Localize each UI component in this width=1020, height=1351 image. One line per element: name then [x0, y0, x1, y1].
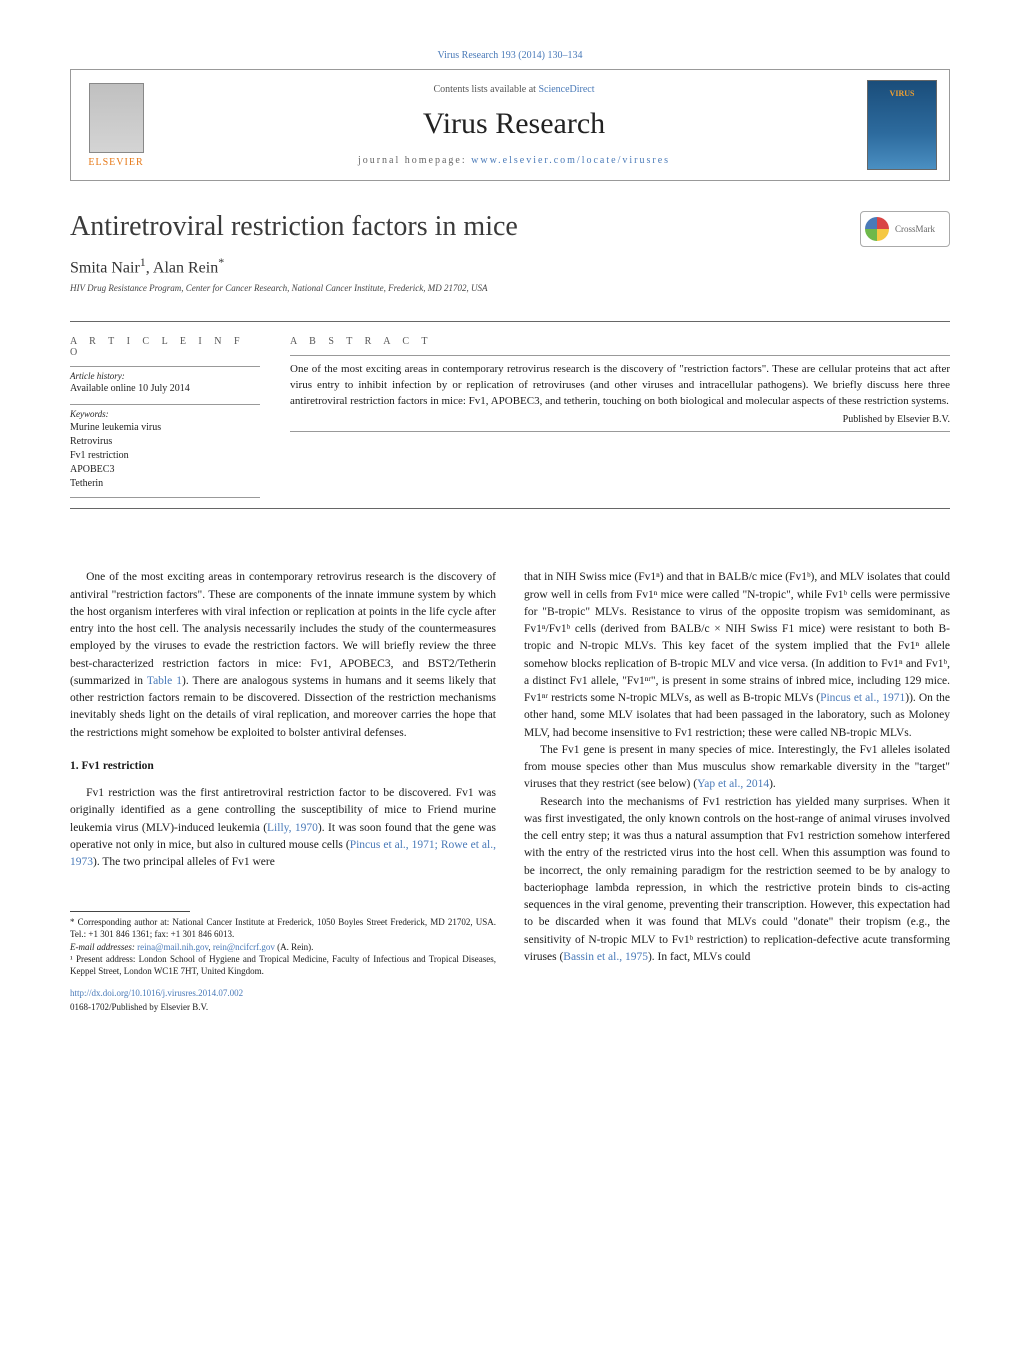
doi-link[interactable]: http://dx.doi.org/10.1016/j.virusres.201… [70, 988, 243, 998]
table-1-ref[interactable]: Table 1 [147, 675, 182, 687]
ref-bassin-1975[interactable]: Bassin et al., 1975 [563, 951, 648, 963]
article-title: Antiretroviral restriction factors in mi… [70, 211, 518, 243]
info-abstract-row: A R T I C L E I N F O Article history: A… [70, 322, 950, 498]
publisher-name: ELSEVIER [81, 157, 151, 168]
keywords-list: Murine leukemia virus Retrovirus Fv1 res… [70, 421, 260, 498]
sciencedirect-link[interactable]: ScienceDirect [538, 84, 594, 95]
contents-label: Contents lists available at [433, 84, 538, 95]
keyword: Fv1 restriction [70, 449, 260, 463]
email-label: E-mail addresses: [70, 942, 137, 952]
history-text: Available online 10 July 2014 [70, 383, 260, 394]
right-para-1: that in NIH Swiss mice (Fv1ⁿ) and that i… [524, 569, 950, 742]
published-by-line: Published by Elsevier B.V. [290, 414, 950, 432]
title-row: Antiretroviral restriction factors in mi… [70, 211, 950, 321]
ref-yap-2014[interactable]: Yap et al., 2014 [697, 778, 769, 790]
body-col-right: that in NIH Swiss mice (Fv1ⁿ) and that i… [524, 569, 950, 1014]
header-center: Contents lists available at ScienceDirec… [161, 84, 867, 166]
homepage-label: journal homepage: [358, 155, 471, 166]
section-1-title: 1. Fv1 restriction [70, 758, 496, 775]
footnotes: * Corresponding author at: National Canc… [70, 916, 496, 977]
title-block: Antiretroviral restriction factors in mi… [70, 211, 518, 321]
abstract-col: A B S T R A C T One of the most exciting… [290, 336, 950, 498]
abstract-text: One of the most exciting areas in contem… [290, 355, 950, 410]
body-col-left: One of the most exciting areas in contem… [70, 569, 496, 1014]
affiliation: HIV Drug Resistance Program, Center for … [70, 283, 518, 293]
keyword: APOBEC3 [70, 463, 260, 477]
email-1[interactable]: reina@mail.nih.gov [137, 942, 208, 952]
doi-block: http://dx.doi.org/10.1016/j.virusres.201… [70, 987, 496, 1014]
journal-cover-thumb [867, 80, 937, 170]
footnote-rule [70, 911, 190, 912]
sect1-para: Fv1 restriction was the first antiretrov… [70, 785, 496, 871]
body-columns: One of the most exciting areas in contem… [70, 569, 950, 1014]
intro-para: One of the most exciting areas in contem… [70, 569, 496, 742]
journal-header: ELSEVIER Contents lists available at Sci… [70, 69, 950, 181]
history-label: Article history: [70, 366, 260, 381]
contents-lists-line: Contents lists available at ScienceDirec… [161, 84, 867, 95]
crossmark-label: CrossMark [895, 224, 935, 234]
email-line: E-mail addresses: reina@mail.nih.gov, re… [70, 941, 496, 953]
page-container: Virus Research 193 (2014) 130–134 ELSEVI… [0, 0, 1020, 1054]
issn-line: 0168-1702/Published by Elsevier B.V. [70, 1002, 208, 1012]
top-citation: Virus Research 193 (2014) 130–134 [70, 50, 950, 61]
right-para-3: Research into the mechanisms of Fv1 rest… [524, 794, 950, 967]
rule-below-abstract [70, 508, 950, 509]
authors: Smita Nair1, Alan Rein* [70, 255, 518, 277]
article-info-col: A R T I C L E I N F O Article history: A… [70, 336, 260, 498]
crossmark-badge[interactable]: CrossMark [860, 211, 950, 247]
abstract-heading: A B S T R A C T [290, 336, 950, 347]
journal-homepage-line: journal homepage: www.elsevier.com/locat… [161, 155, 867, 166]
present-address: ¹ Present address: London School of Hygi… [70, 953, 496, 977]
email-2[interactable]: rein@ncifcrf.gov [213, 942, 275, 952]
right-para-2: The Fv1 gene is present in many species … [524, 742, 950, 794]
ref-lilly-1970[interactable]: Lilly, 1970 [267, 822, 318, 834]
crossmark-icon [865, 217, 889, 241]
homepage-url[interactable]: www.elsevier.com/locate/virusres [471, 155, 670, 166]
elsevier-tree-icon [89, 83, 144, 153]
keyword: Tetherin [70, 477, 260, 491]
journal-name: Virus Research [161, 107, 867, 141]
elsevier-logo: ELSEVIER [71, 83, 161, 168]
keyword: Murine leukemia virus [70, 421, 260, 435]
ref-pincus-1971[interactable]: Pincus et al., 1971 [820, 692, 905, 704]
keyword: Retrovirus [70, 435, 260, 449]
corresponding-author: * Corresponding author at: National Canc… [70, 916, 496, 940]
keywords-label: Keywords: [70, 404, 260, 419]
article-info-heading: A R T I C L E I N F O [70, 336, 260, 358]
